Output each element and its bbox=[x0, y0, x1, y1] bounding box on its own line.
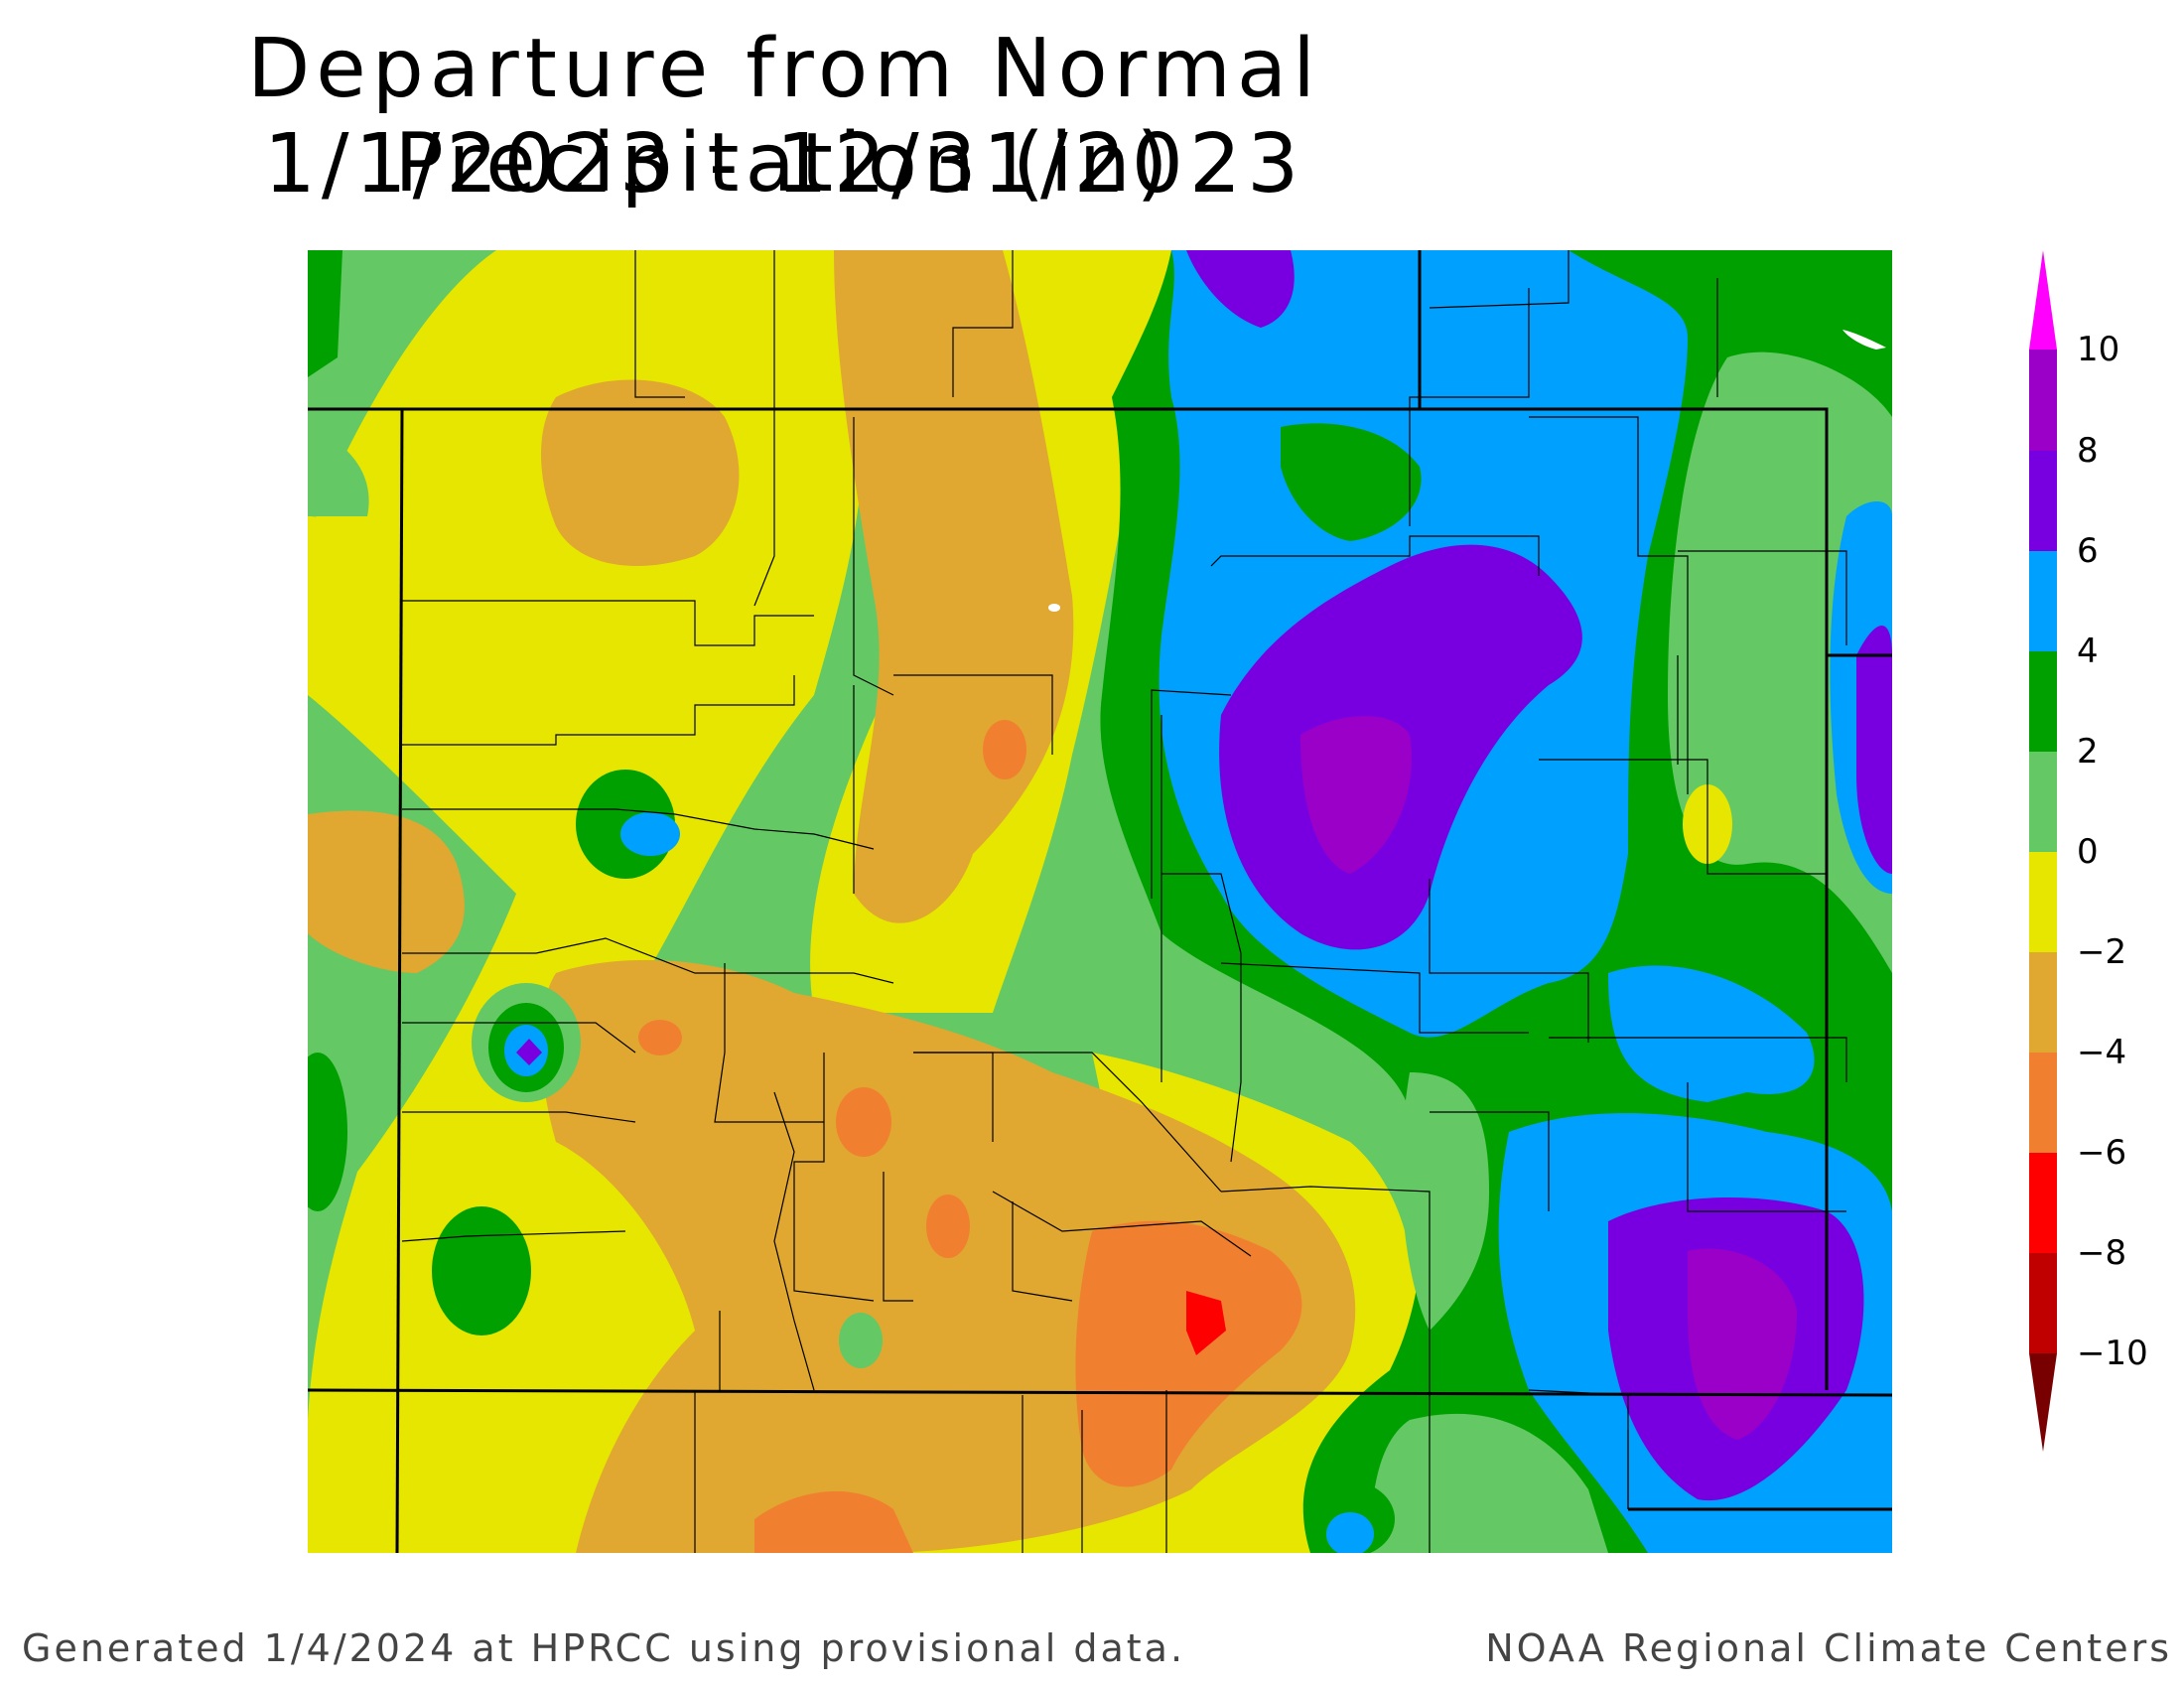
legend-label-6: 6 bbox=[2077, 531, 2099, 571]
legend-label-neg4: −4 bbox=[2077, 1033, 2127, 1072]
county-boundaries bbox=[401, 250, 1847, 1553]
map-field bbox=[308, 250, 1892, 1553]
map-date-range: 1/1/2023 - 12/31/2023 bbox=[263, 117, 1305, 211]
legend-label-8: 8 bbox=[2077, 431, 2099, 471]
map-title: Departure from Normal Precipitation (in) bbox=[247, 22, 1321, 211]
lake bbox=[1048, 604, 1060, 612]
legend-label-4: 4 bbox=[2077, 632, 2099, 671]
generated-note: Generated 1/4/2024 at HPRCC using provis… bbox=[22, 1626, 1186, 1670]
legend-label-neg2: −2 bbox=[2077, 932, 2127, 972]
legend-label-2: 2 bbox=[2077, 732, 2099, 772]
legend-label-neg6: −6 bbox=[2077, 1133, 2127, 1173]
source-credit: NOAA Regional Climate Centers bbox=[1485, 1626, 2172, 1670]
legend-label-neg8: −8 bbox=[2077, 1233, 2127, 1273]
legend-label-10: 10 bbox=[2077, 330, 2120, 369]
legend-label-neg10: −10 bbox=[2077, 1334, 2148, 1373]
legend-colorbar bbox=[2029, 250, 2057, 1452]
legend-label-0: 0 bbox=[2077, 832, 2099, 872]
lake bbox=[1843, 330, 1886, 350]
state-boundaries bbox=[308, 250, 1892, 1553]
